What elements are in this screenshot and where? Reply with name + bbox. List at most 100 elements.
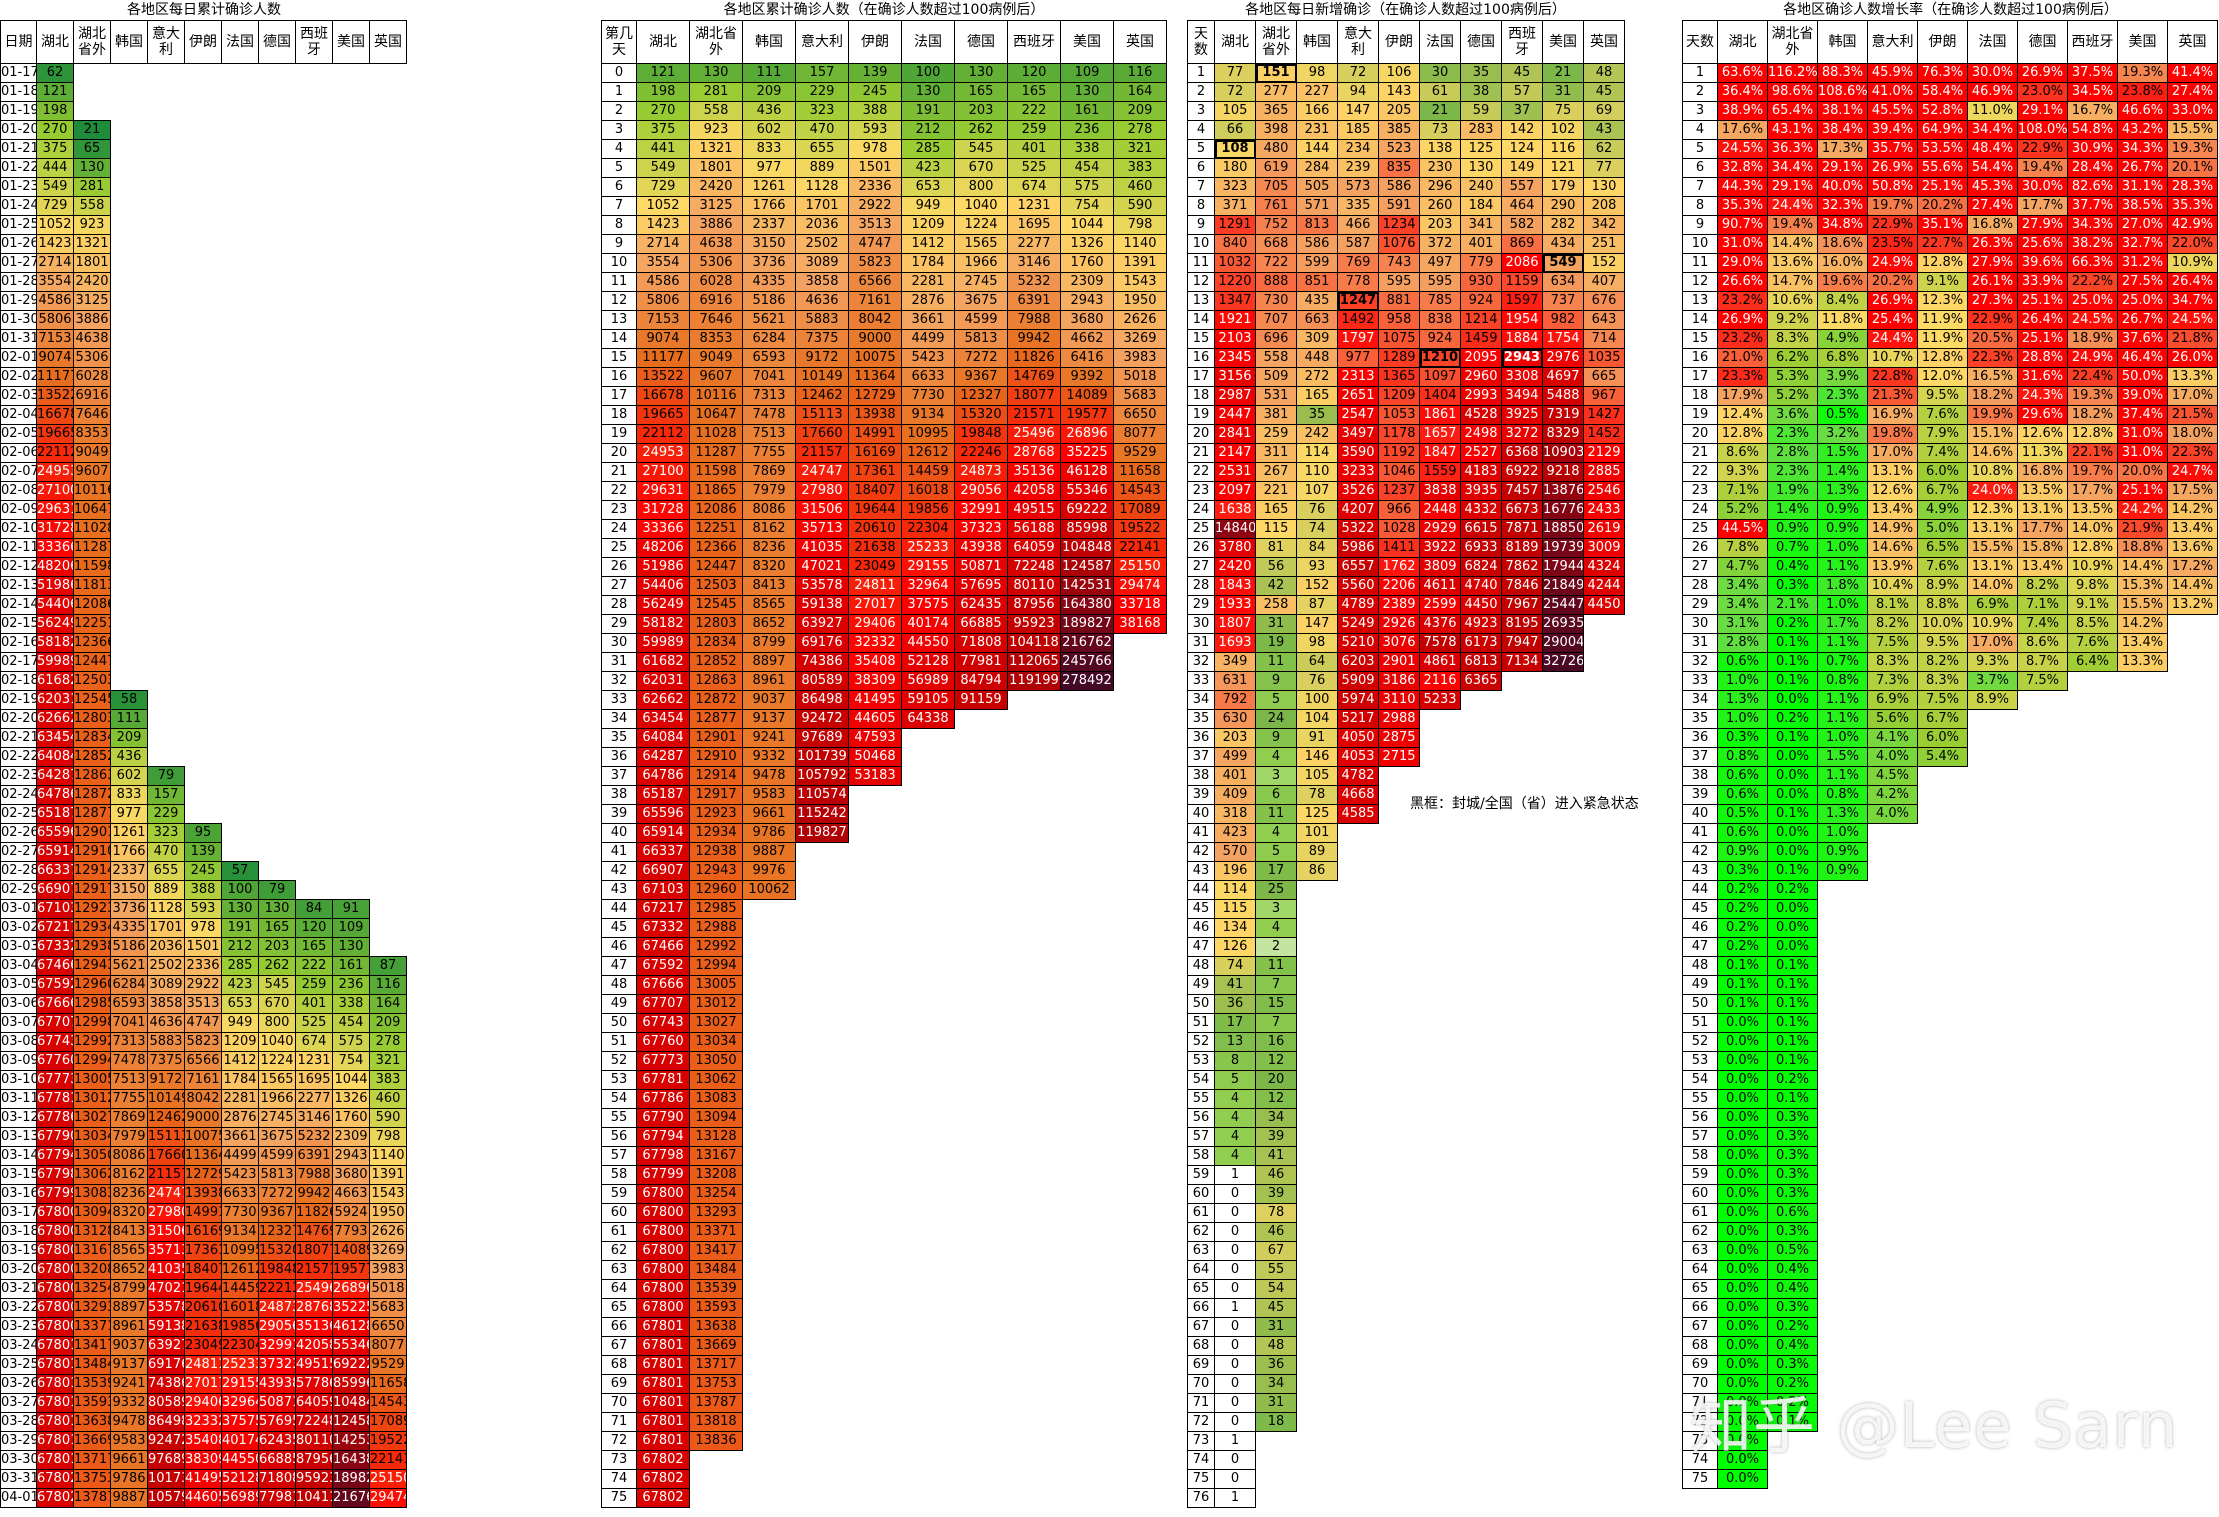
cell-uk: 13.6% [2167, 538, 2218, 558]
cell-hubei: 17.9% [1717, 386, 1768, 406]
cell-iran: 1237 [1378, 481, 1420, 501]
empty-cell [222, 368, 259, 387]
cell-italy: 5883 [147, 1032, 185, 1052]
cell-iran: 58.4% [1917, 82, 1968, 102]
row-label: 54 [601, 1089, 637, 1109]
cell-france: 14459 [901, 462, 955, 482]
cell-france: 138 [1419, 139, 1461, 159]
cell-hubei: 1843 [1214, 576, 1256, 596]
empty-cell [2118, 1337, 2168, 1356]
cell-iran: 1046 [1378, 462, 1420, 482]
cell-spain: 56188 [1007, 519, 1061, 539]
empty-cell [2068, 1223, 2118, 1242]
cell-korea: 602 [110, 766, 148, 786]
empty-cell [1420, 1033, 1461, 1052]
cell-france: 3809 [1419, 557, 1461, 577]
cell-outside_hubei: 4638 [689, 234, 743, 254]
empty-cell [1338, 1375, 1379, 1394]
cell-uk: 1140 [1113, 234, 1167, 254]
cell-outside_hubei: 13062 [73, 1165, 111, 1185]
empty-cell [1061, 1261, 1114, 1280]
cell-italy: 6557 [1337, 557, 1379, 577]
empty-cell [1420, 862, 1461, 881]
cell-germany: 22246 [954, 443, 1008, 463]
empty-cell [1918, 1090, 1968, 1109]
empty-cell [333, 121, 370, 140]
table-row: 43 0.3% 0.1% 0.9% [1682, 861, 2218, 881]
cell-outside_hubei: 3.6% [1767, 405, 1818, 425]
cell-spain: 7988 [1007, 310, 1061, 330]
table-row: 41 423 4 101 [1187, 823, 1625, 843]
empty-cell [2118, 1470, 2168, 1489]
cell-outside_hubei: 165 [1255, 500, 1297, 520]
cell-france: 4376 [1419, 614, 1461, 634]
empty-cell [1338, 1071, 1379, 1090]
empty-cell [333, 767, 370, 786]
cell-spain: 21571 [1007, 405, 1061, 425]
cell-korea: 9332 [110, 1393, 148, 1413]
empty-cell [1584, 938, 1625, 957]
empty-cell [1114, 634, 1167, 653]
row-label: 67 [1187, 1317, 1215, 1337]
empty-cell [1968, 1128, 2018, 1147]
cell-hubei: 0.0% [1717, 1241, 1768, 1261]
cell-france: 191 [901, 101, 955, 121]
empty-cell [743, 1261, 796, 1280]
empty-cell [1584, 824, 1625, 843]
cell-france: 13.1% [1967, 557, 2018, 577]
cell-italy: 655 [795, 139, 849, 159]
empty-cell [1256, 1451, 1297, 1470]
empty-cell [1918, 1071, 1968, 1090]
cell-uk: 164 [369, 994, 407, 1014]
cell-korea: 5186 [110, 937, 148, 957]
cell-spain: 64059 [295, 1393, 333, 1413]
cell-korea: 9661 [742, 804, 796, 824]
empty-cell [296, 729, 333, 748]
cell-hubei: 62 [36, 63, 74, 83]
empty-cell [1061, 1014, 1114, 1033]
cell-outside_hubei: 12447 [689, 557, 743, 577]
cell-spain: 66.3% [2067, 253, 2118, 273]
empty-cell [1338, 843, 1379, 862]
empty-cell [1868, 1280, 1918, 1299]
cell-iran: 743 [1378, 253, 1420, 273]
empty-cell [1420, 957, 1461, 976]
cell-hubei: 51986 [36, 576, 74, 596]
empty-cell [370, 425, 407, 444]
table-row: 48 67666 13005 [601, 975, 1167, 995]
empty-cell [902, 1014, 955, 1033]
cell-iran: 6.7% [1917, 709, 1968, 729]
empty-cell [1543, 1033, 1584, 1052]
cell-france: 212 [221, 937, 259, 957]
row-label: 01-20 [0, 120, 37, 140]
empty-cell [1461, 1470, 1502, 1489]
empty-cell [955, 995, 1008, 1014]
empty-cell [2018, 1223, 2068, 1242]
cell-uk: 1543 [1113, 272, 1167, 292]
cell-korea: 8086 [110, 1146, 148, 1166]
empty-cell [185, 216, 222, 235]
cell-outside_hubei: 13034 [689, 1032, 743, 1052]
cell-italy: 21157 [795, 443, 849, 463]
cell-spain: 674 [295, 1032, 333, 1052]
cell-spain: 869 [1501, 234, 1543, 254]
cell-outside_hubei: 65 [73, 139, 111, 159]
lockdown-note: 黑框：封城/全国（省）进入紧急状态 [1410, 796, 1639, 812]
cell-italy: 1492 [1337, 310, 1379, 330]
column-header-uk: 英国 [369, 20, 407, 64]
cell-hubei: 3780 [1214, 538, 1256, 558]
empty-cell [2168, 691, 2218, 710]
empty-cell [370, 159, 407, 178]
cell-korea: 8961 [110, 1317, 148, 1337]
cell-usa: 13876 [1542, 481, 1584, 501]
cell-germany: 24873 [258, 1298, 296, 1318]
cell-france: 32964 [221, 1393, 259, 1413]
empty-cell [1008, 862, 1061, 881]
empty-cell [1420, 1299, 1461, 1318]
cell-outside_hubei: 12834 [689, 633, 743, 653]
empty-cell [955, 767, 1008, 786]
cell-iran: 41495 [848, 690, 902, 710]
empty-cell [955, 1394, 1008, 1413]
cell-hubei: 9074 [636, 329, 690, 349]
table-row: 55 0.0% 0.1% [1682, 1089, 2218, 1109]
